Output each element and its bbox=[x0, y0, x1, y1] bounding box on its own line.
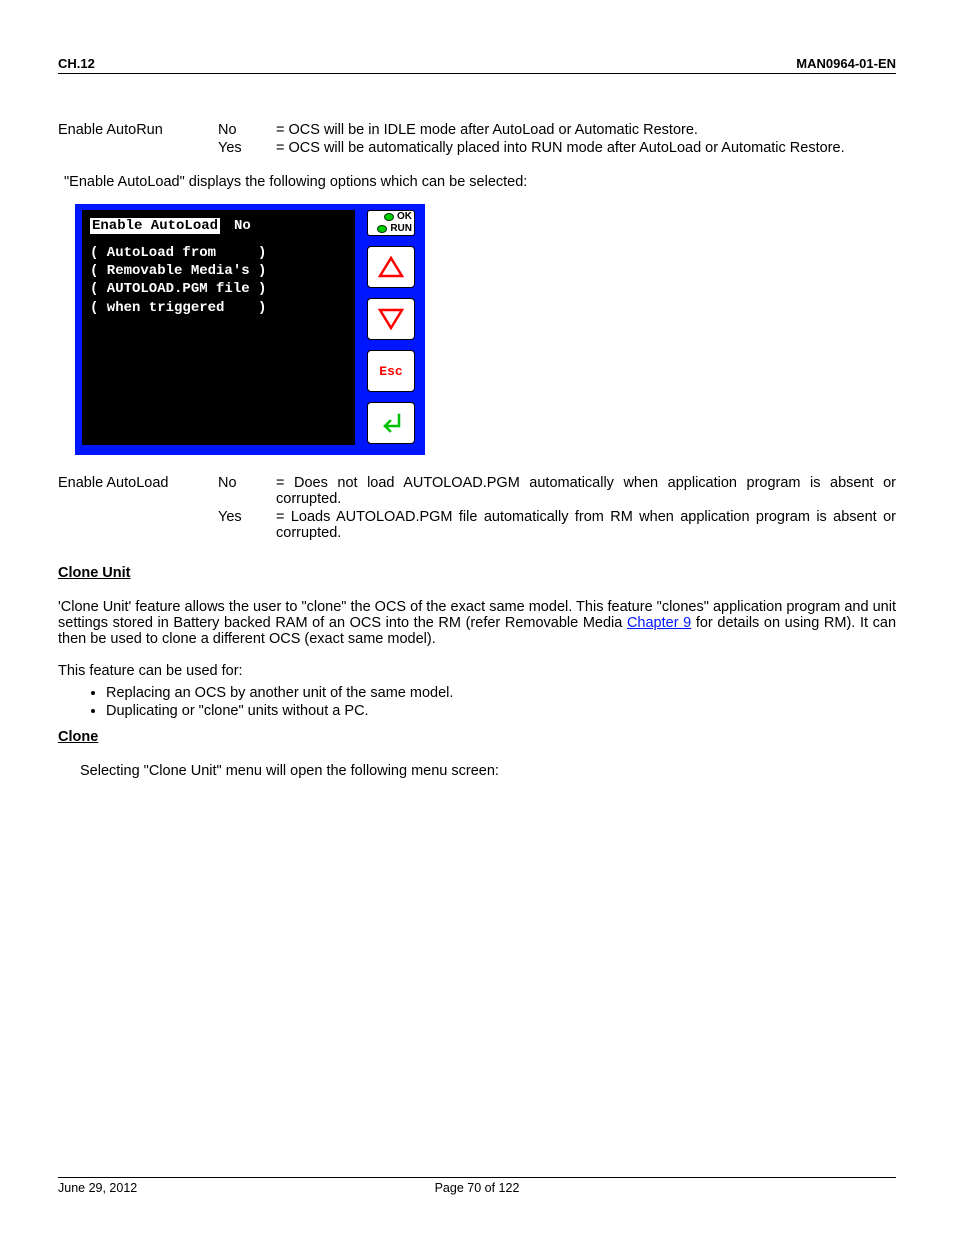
clone-unit-heading: Clone Unit bbox=[58, 565, 896, 581]
page-header: CH.12 MAN0964-01-EN bbox=[58, 56, 896, 74]
ocs-side-buttons: OK RUN Esc bbox=[367, 210, 415, 445]
autoload-label: Enable AutoLoad bbox=[58, 475, 218, 507]
led-icon bbox=[384, 213, 394, 221]
list-item: Duplicating or "clone" units without a P… bbox=[106, 703, 896, 719]
autoload-intro: "Enable AutoLoad" displays the following… bbox=[64, 174, 896, 190]
autoload-opt-yes: Yes bbox=[218, 509, 276, 541]
ocs-panel: Enable AutoLoad No ( AutoLoad from ) ( R… bbox=[75, 204, 425, 455]
chapter-link[interactable]: Chapter 9 bbox=[627, 615, 691, 631]
led-icon bbox=[377, 225, 387, 233]
feature-list: Replacing an OCS by another unit of the … bbox=[58, 685, 896, 719]
ocs-menu-line: ( Removable Media's ) bbox=[90, 262, 347, 280]
enter-icon bbox=[377, 412, 405, 434]
esc-button[interactable]: Esc bbox=[367, 350, 415, 392]
up-button[interactable] bbox=[367, 246, 415, 288]
autorun-opt-no: No bbox=[218, 122, 276, 138]
status-box: OK RUN bbox=[367, 210, 415, 236]
down-button[interactable] bbox=[367, 298, 415, 340]
autoload-desc-no: = Does not load AUTOLOAD.PGM automatical… bbox=[276, 475, 896, 507]
autorun-opt-yes: Yes bbox=[218, 140, 276, 156]
ocs-title: Enable AutoLoad bbox=[90, 218, 220, 234]
clone-unit-p2: This feature can be used for: bbox=[58, 663, 896, 679]
autoload-opt-no: No bbox=[218, 475, 276, 507]
ocs-menu-line: ( when triggered ) bbox=[90, 299, 347, 317]
ocs-menu-line: ( AUTOLOAD.PGM file ) bbox=[90, 280, 347, 298]
autoload-desc-yes: = Loads AUTOLOAD.PGM file automatically … bbox=[276, 509, 896, 541]
enter-button[interactable] bbox=[367, 402, 415, 444]
clone-line: Selecting "Clone Unit" menu will open th… bbox=[80, 763, 896, 779]
autorun-desc-yes: = OCS will be automatically placed into … bbox=[276, 140, 896, 156]
up-icon bbox=[378, 256, 404, 278]
autorun-desc-no: = OCS will be in IDLE mode after AutoLoa… bbox=[276, 122, 896, 138]
esc-label: Esc bbox=[379, 364, 402, 379]
down-icon bbox=[378, 308, 404, 330]
status-ok: OK bbox=[397, 211, 412, 222]
autorun-block: Enable AutoRun No = OCS will be in IDLE … bbox=[58, 122, 896, 156]
page-footer: June 29, 2012 Page 70 of 122 bbox=[58, 1177, 896, 1195]
footer-date: June 29, 2012 bbox=[58, 1181, 337, 1195]
status-run: RUN bbox=[390, 223, 412, 234]
autoload-block: Enable AutoLoad No = Does not load AUTOL… bbox=[58, 475, 896, 541]
list-item: Replacing an OCS by another unit of the … bbox=[106, 685, 896, 701]
ocs-screen: Enable AutoLoad No ( AutoLoad from ) ( R… bbox=[82, 210, 355, 445]
header-left: CH.12 bbox=[58, 56, 95, 71]
footer-page: Page 70 of 122 bbox=[337, 1181, 616, 1195]
clone-heading: Clone bbox=[58, 729, 896, 745]
ocs-title-value: No bbox=[234, 218, 251, 234]
autorun-label: Enable AutoRun bbox=[58, 122, 218, 138]
header-right: MAN0964-01-EN bbox=[796, 56, 896, 71]
ocs-menu-line: ( AutoLoad from ) bbox=[90, 244, 347, 262]
clone-unit-p1: 'Clone Unit' feature allows the user to … bbox=[58, 599, 896, 647]
